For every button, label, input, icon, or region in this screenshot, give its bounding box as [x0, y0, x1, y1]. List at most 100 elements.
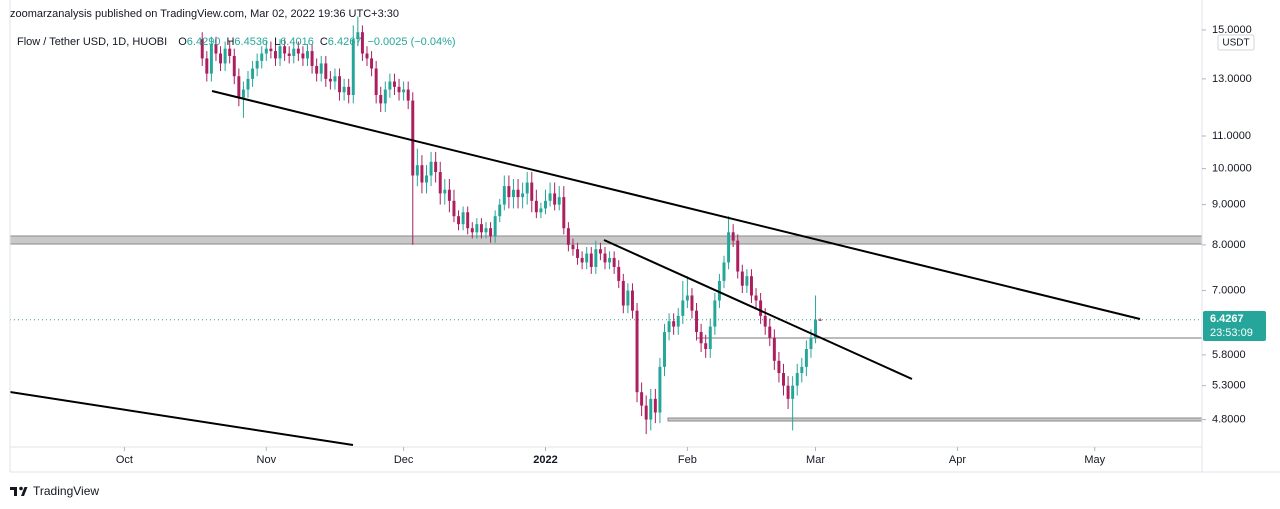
- candle-body: [608, 257, 612, 263]
- candle-body: [745, 276, 749, 286]
- candle-body: [232, 55, 236, 77]
- currency: USDT: [1222, 38, 1249, 49]
- symbol: Flow / Tether USD, 1D, HUOBI: [17, 36, 167, 48]
- candle-body: [534, 200, 538, 213]
- candle-body: [241, 89, 245, 98]
- candle-body: [374, 68, 378, 96]
- candle-body: [278, 46, 282, 59]
- candle-body: [754, 295, 758, 301]
- candle-body: [681, 300, 685, 316]
- candle-body: [351, 39, 355, 96]
- candle-body: [795, 373, 799, 386]
- candle-body: [425, 175, 428, 183]
- brand: TradingView: [33, 484, 99, 498]
- candle-body: [392, 81, 396, 87]
- candle-body: [283, 46, 287, 54]
- candle-body: [452, 200, 456, 217]
- candle-body: [356, 32, 360, 40]
- ohlc-value: 6.4267: [328, 36, 362, 48]
- candle-body: [246, 78, 250, 90]
- trend-lines: [10, 90, 1141, 446]
- ohlc-label: O: [178, 36, 187, 48]
- publisher-line: zoomarzanalysis published on TradingView…: [10, 8, 399, 20]
- candle-body: [585, 253, 589, 263]
- candle-body: [749, 276, 753, 296]
- candle-body: [663, 332, 666, 367]
- candle-body: [521, 193, 525, 198]
- candle-body: [580, 257, 584, 263]
- y-tick-label: 9.0000: [1212, 199, 1246, 211]
- candle-body: [296, 48, 300, 54]
- candle-body: [214, 43, 218, 54]
- candle-body: [722, 262, 726, 281]
- logo-mark: [10, 487, 17, 496]
- candle-body: [470, 228, 474, 233]
- candle-body: [319, 63, 323, 74]
- candle-body: [644, 405, 648, 420]
- candle-body: [548, 193, 552, 201]
- ohlc-label: L: [274, 36, 280, 48]
- candle-body: [219, 53, 223, 64]
- y-tick-label: 7.0000: [1212, 284, 1246, 296]
- candle-body: [690, 295, 694, 311]
- candle-body: [260, 53, 264, 61]
- candle-body: [223, 48, 227, 64]
- candle-body: [589, 253, 593, 267]
- candle-body: [772, 337, 776, 361]
- candle-body: [640, 392, 644, 406]
- candles: [200, 16, 822, 435]
- x-tick-label: Feb: [678, 454, 697, 466]
- candle-body: [493, 216, 497, 237]
- countdown: 23:53:09: [1210, 327, 1253, 339]
- candle-body: [708, 326, 712, 350]
- candle-body: [370, 58, 374, 69]
- candle-body: [612, 257, 616, 267]
- candle-body: [434, 161, 438, 173]
- candle-body: [447, 189, 451, 201]
- candle-body: [740, 271, 744, 286]
- logo-mark: [21, 487, 28, 496]
- change: −0.0025 (−0.04%): [367, 36, 455, 48]
- candle-body: [649, 398, 653, 420]
- y-tick-label: 10.0000: [1212, 162, 1252, 174]
- candle-body: [269, 48, 273, 52]
- candle-body: [603, 253, 607, 263]
- candle-body: [200, 39, 204, 59]
- candle-body: [489, 228, 493, 237]
- candle-body: [255, 60, 259, 69]
- candle-body: [667, 321, 671, 333]
- candle-body: [342, 86, 346, 93]
- candle-body: [475, 224, 479, 233]
- candle-body: [498, 204, 502, 217]
- candle-body: [777, 360, 781, 374]
- candle-body: [315, 65, 319, 74]
- candle-body: [617, 266, 621, 281]
- candle-body: [420, 165, 424, 183]
- candle-body: [557, 197, 561, 205]
- candle-body: [388, 81, 392, 90]
- y-tick-label: 13.0000: [1212, 73, 1252, 85]
- candle-body: [301, 53, 305, 59]
- candle-body: [310, 51, 314, 66]
- candle-body: [324, 63, 328, 79]
- candle-body: [429, 161, 433, 176]
- currency-badge: [1217, 34, 1255, 51]
- candle-body: [347, 86, 351, 96]
- candle-body: [566, 228, 570, 245]
- logo-mark: [19, 486, 23, 491]
- candle-body: [544, 200, 547, 209]
- x-tick-label: Mar: [806, 454, 825, 466]
- candle-body: [621, 280, 625, 306]
- candle-body: [484, 228, 488, 233]
- candle-body: [736, 240, 740, 272]
- candle-body: [685, 295, 689, 301]
- candle-body: [516, 189, 520, 198]
- candle-body: [672, 321, 676, 327]
- candle-body: [338, 76, 342, 93]
- x-tick-label: Nov: [257, 454, 277, 466]
- candle-body: [525, 182, 529, 194]
- candle-body: [415, 165, 419, 176]
- candle-body: [530, 182, 534, 201]
